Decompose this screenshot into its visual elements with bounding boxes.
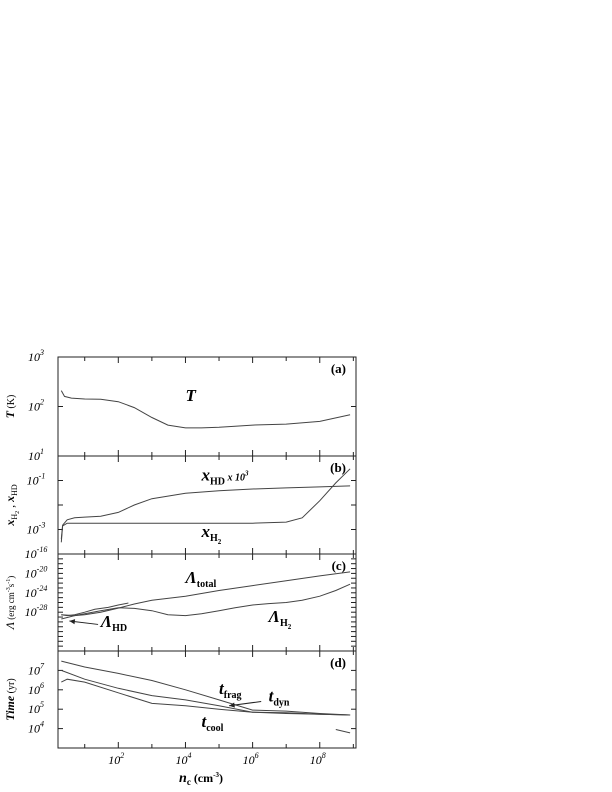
y-axis-label: Λ (erg cm-3s-1) [3,576,17,631]
y-axis-label: T (K) [3,395,17,419]
y-tick-label: 10-1 [27,472,46,488]
y-tick-label: 10-16 [25,545,48,561]
curve-label-t-cool: tcool [201,712,223,734]
y-tick-label: 102 [28,398,44,414]
panel-b: 10-1 10-3 (b) xH2 , xHD xHD x 103 xH2 [3,455,357,555]
curve-label-t-dyn: tdyn [269,686,290,708]
panel-label: (c) [332,558,346,573]
series-line-t-cool-tail [335,729,351,734]
panel-frame [57,356,357,457]
panel-frame [57,553,357,652]
series-line--total [61,571,351,617]
panel-a: 103 102 101 (a) T (K) T [3,348,357,463]
y-tick-label: 10-28 [25,603,48,619]
series-line--hd [61,602,129,617]
annotation-arrows [69,619,262,708]
x-axis-label: nc (cm-3) [179,771,223,787]
x-tick-label: 106 [243,751,259,767]
y-tick-label: 105 [28,700,44,716]
series-line-x-hd-x-10-3 [60,485,351,540]
curve-label--total: Λtotal [184,568,216,590]
curve-label--hd: ΛHD [100,612,127,634]
lambda-hd-arrow-head [69,619,76,625]
y-tick-label: 10-20 [25,564,48,580]
y-axis-label: Time (yr) [3,678,17,720]
series-line-t [60,390,351,429]
y-tick-label: 10-3 [27,521,46,537]
curve-label-t-frag: tfrag [219,679,242,701]
panel-label: (b) [330,460,346,475]
panel-label: (a) [331,361,346,376]
panel-c: 10-16 10-20 10-24 10-28 (c) Λ (erg cm-3s-1) Λt… [3,545,357,652]
y-tick-label: 106 [28,681,44,697]
panel-frame [57,650,357,749]
t-dyn-arrow-head [229,702,235,708]
y-tick-label: 104 [28,720,44,736]
x-tick-label: 108 [310,751,326,767]
y-axis-label: xH2 , xHD [3,484,21,527]
x-tick-label: 104 [175,751,191,767]
series-line-t-cool [61,678,351,716]
y-tick-label: 10-24 [25,584,48,600]
x-axis: 102 104 106 108 nc (cm-3) [108,751,325,787]
curve-label--h2: ΛH2 [268,607,292,631]
series-line-t-frag [61,660,351,716]
series-line--h2 [61,583,351,620]
curve-label-x-h2: xH2 [200,522,221,546]
y-tick-label: 107 [28,661,45,677]
y-tick-label: 101 [28,447,44,463]
curve-label-t: T [185,386,196,405]
panel-d: 107 106 105 104 (d) Time (yr) tfrag tdyn tcool [3,650,357,749]
curve-label-x-hd-x-10-3: xHD x 103 [200,466,249,488]
x-tick-label: 102 [108,751,124,767]
panel-label: (d) [330,655,346,670]
series-line-x-h2 [60,468,351,543]
y-tick-label: 103 [28,348,44,364]
